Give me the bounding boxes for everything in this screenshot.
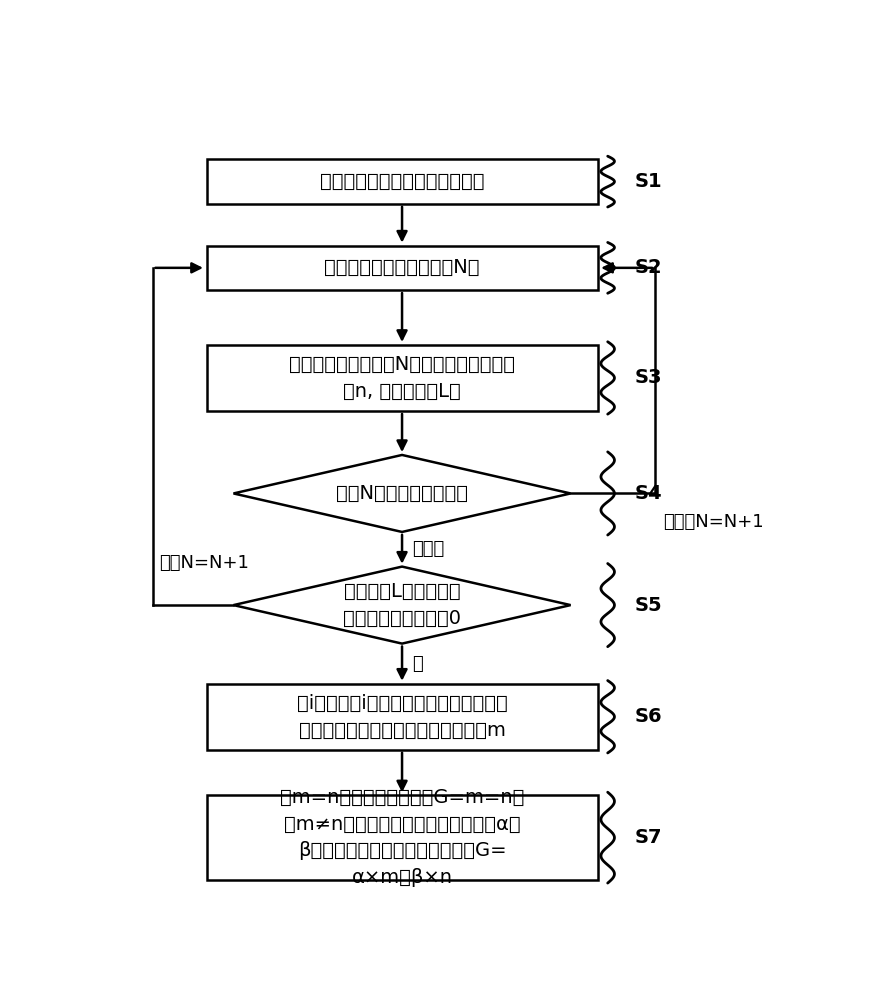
- Text: 采用第一算法检测第N帧中的疑似异物目标
数n, 并记入列表L中: 采用第一算法检测第N帧中的疑似异物目标 数n, 并记入列表L中: [289, 355, 514, 401]
- Text: S2: S2: [634, 258, 661, 277]
- Text: 提取所述视频图像中的第N帧: 提取所述视频图像中的第N帧: [324, 258, 479, 277]
- Text: 满足，N=N+1: 满足，N=N+1: [662, 513, 763, 531]
- Text: S4: S4: [634, 484, 661, 503]
- Text: S3: S3: [634, 368, 661, 387]
- Text: 判断N是否满足预定条件: 判断N是否满足预定条件: [335, 484, 468, 503]
- Text: 将i对应的第i帧输入到第二算法模块中进
行检测，并输出检测的入侵目标数量m: 将i对应的第i帧输入到第二算法模块中进 行检测，并输出检测的入侵目标数量m: [296, 694, 507, 740]
- Polygon shape: [233, 455, 570, 532]
- Text: S7: S7: [634, 828, 661, 847]
- FancyBboxPatch shape: [206, 684, 597, 750]
- Text: 当m=n，输出检测目标数G=m=n；
当m≠n，根据具体场景的算法置信度α、
β进行权重计算，输出检测目标数G=
α×m＋β×n: 当m=n，输出检测目标数G=m=n； 当m≠n，根据具体场景的算法置信度α、 β…: [280, 788, 524, 887]
- Text: 获取当前铁路周界监控视频图像: 获取当前铁路周界监控视频图像: [320, 172, 484, 191]
- FancyBboxPatch shape: [206, 246, 597, 290]
- Text: 是，N=N+1: 是，N=N+1: [159, 554, 249, 572]
- FancyBboxPatch shape: [206, 345, 597, 411]
- Text: 判断列表L中所有帧的
疑似目标数是否均为0: 判断列表L中所有帧的 疑似目标数是否均为0: [342, 582, 461, 628]
- Text: S1: S1: [634, 172, 661, 191]
- FancyBboxPatch shape: [206, 795, 597, 880]
- Text: 不满足: 不满足: [412, 540, 444, 558]
- Text: S5: S5: [634, 596, 661, 615]
- Text: 否: 否: [412, 655, 422, 673]
- FancyBboxPatch shape: [206, 159, 597, 204]
- Polygon shape: [233, 567, 570, 644]
- Text: S6: S6: [634, 707, 661, 726]
